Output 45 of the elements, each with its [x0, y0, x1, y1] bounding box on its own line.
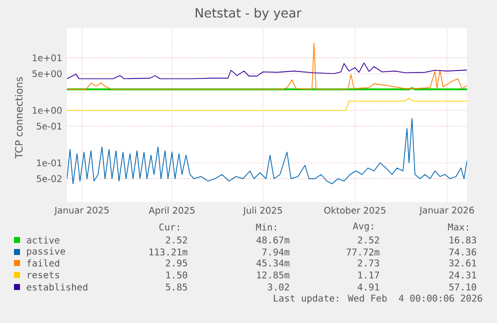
text: 12.85m: [257, 271, 290, 279]
legend-label: established: [26, 283, 88, 291]
text: 7.94m: [262, 248, 290, 256]
text: Last update: Wed Feb 4 00:00:06 2026: [274, 294, 482, 304]
y-tick-label: 1e-01: [37, 159, 62, 166]
text: 113.21m: [150, 248, 188, 256]
y-tick-label: 5e+00: [32, 70, 62, 78]
text: 77.72m: [346, 248, 380, 256]
y-axis-title: TCP connections: [14, 77, 23, 159]
text: Cur:: [159, 223, 179, 231]
x-tick-label: Januar 2026: [419, 206, 474, 216]
text: 2.95: [166, 259, 187, 267]
y-tick-label: 1e+00: [32, 106, 62, 114]
text: 2.52: [166, 236, 187, 244]
text: 24.31: [449, 271, 476, 279]
text: 74.36: [449, 248, 476, 256]
text: 5.85: [166, 283, 187, 291]
legend-label: failed: [27, 259, 60, 267]
x-tick-label: Januar 2025: [54, 206, 109, 216]
text: 2.73: [358, 259, 380, 267]
text: 48.67m: [256, 236, 290, 244]
legend-label: passive: [27, 247, 66, 257]
x-tick-label: April 2025: [148, 206, 195, 216]
legend-label: active: [26, 236, 60, 244]
text: 57.10: [449, 283, 476, 291]
text: Min:: [256, 223, 276, 231]
line-series: [67, 42, 467, 90]
text: 1.17: [358, 272, 380, 278]
y-tick-label: 5e-01: [36, 122, 62, 130]
text: 4.91: [358, 283, 380, 291]
chart-title: Netstat - by year: [196, 8, 302, 20]
text: Max:: [448, 224, 468, 230]
text: Avg:: [352, 222, 373, 232]
text: 1.50: [166, 271, 188, 279]
y-tick-label: 5e-02: [36, 175, 62, 182]
text: 45.34m: [256, 259, 290, 267]
text: 3.02: [268, 283, 289, 291]
text: 2.52: [358, 236, 379, 244]
text: 16.83: [450, 236, 476, 244]
line-series: [67, 118, 467, 184]
y-tick-label: 1e+01: [32, 54, 62, 62]
x-tick-label: Juli 2025: [242, 206, 282, 216]
text: 32.61: [449, 259, 476, 267]
legend-label: resets: [28, 272, 60, 278]
x-tick-label: Oktober 2025: [324, 206, 386, 214]
